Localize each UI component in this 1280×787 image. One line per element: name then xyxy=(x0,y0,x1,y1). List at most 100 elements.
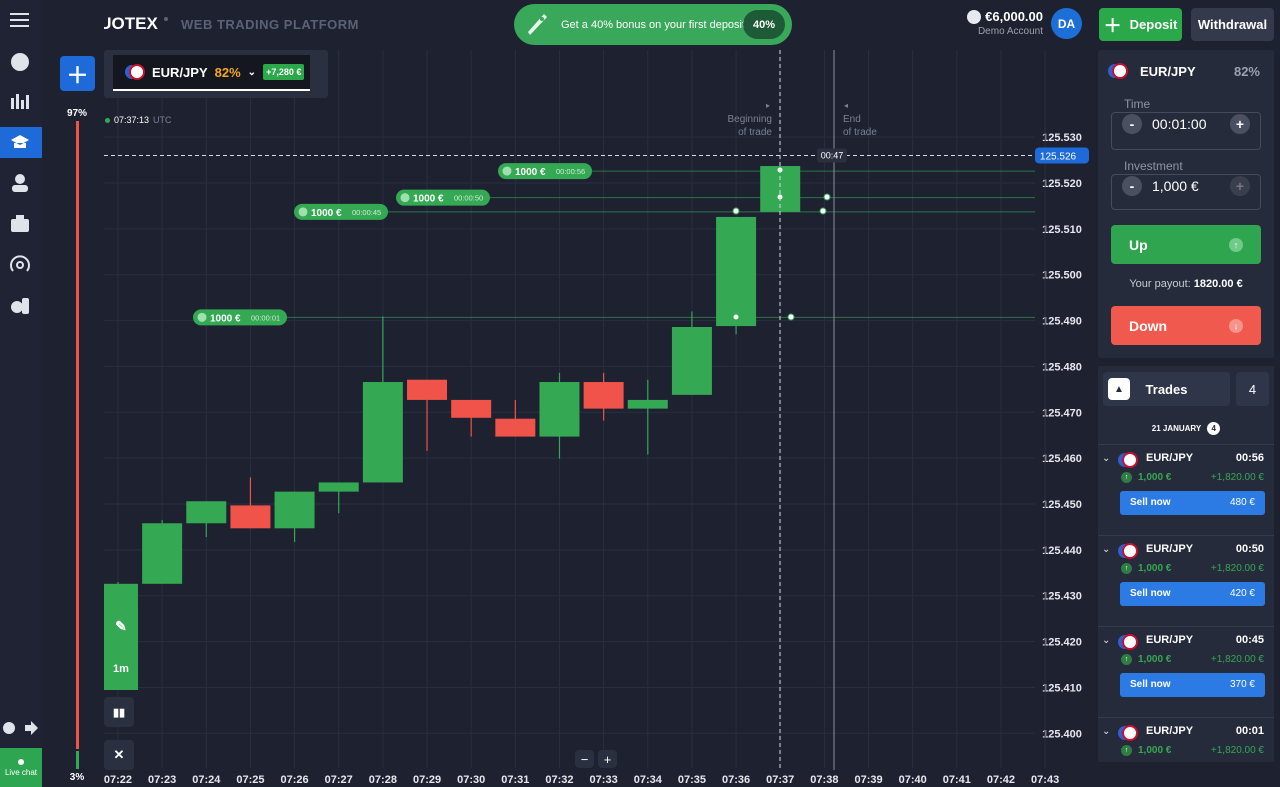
account-type: Demo Account xyxy=(977,26,1043,37)
investment-plus[interactable]: + xyxy=(1230,176,1250,196)
time-input[interactable] xyxy=(1111,112,1261,150)
zoom-in[interactable]: + xyxy=(598,750,617,768)
trade-amount: 1,000 € xyxy=(1138,654,1172,665)
time-value: 00:01:00 xyxy=(1152,116,1207,132)
market-icon[interactable] xyxy=(11,215,29,232)
x-tick-label: 07:23 xyxy=(148,774,176,786)
timer-badge xyxy=(817,148,847,163)
trade-flag xyxy=(1122,725,1138,741)
sell-label: Sell now xyxy=(1130,679,1171,690)
candle-body xyxy=(671,326,712,395)
bonus-banner[interactable]: Get a 40% bonus on your first deposit 40… xyxy=(514,4,792,45)
down-label: Down xyxy=(1129,317,1168,334)
x-tick-label: 07:34 xyxy=(634,774,663,786)
trade-point xyxy=(732,207,740,215)
y-tick-label: 125.520 xyxy=(1042,178,1082,190)
trade-time: 00:56 xyxy=(1235,452,1264,464)
logout-icon[interactable] xyxy=(25,721,38,735)
sentiment-down: 3% xyxy=(69,772,85,783)
candle-body xyxy=(583,382,624,409)
chart-icon[interactable] xyxy=(11,94,29,109)
y-tick-label: 125.450 xyxy=(1042,499,1082,511)
balance[interactable]: €6,000.00 Demo Account xyxy=(966,9,1043,37)
deposit-button[interactable]: ＋ Deposit xyxy=(1099,8,1182,41)
x-tick-label: 07:22 xyxy=(104,774,132,786)
panel-asset[interactable]: EUR/JPY xyxy=(1112,63,1196,79)
trade-amount: 1000 € xyxy=(515,167,546,178)
draw-tool[interactable]: ✎ xyxy=(115,617,127,634)
trade-amount: 1,000 € xyxy=(1138,745,1172,756)
investment-value: 1,000 € xyxy=(1152,178,1199,194)
sentiment-up: 97% xyxy=(66,108,87,119)
trade-up-icon: ↑ xyxy=(1121,654,1132,665)
sidebar: Live chat xyxy=(0,0,42,787)
help-icon[interactable] xyxy=(11,53,29,71)
clock-time: 07:37:13 xyxy=(114,115,150,125)
y-tick-label: 125.500 xyxy=(1042,270,1082,282)
trade-pill-icon xyxy=(197,312,207,322)
chart-type-button[interactable]: ▮▮ xyxy=(104,697,134,727)
x-tick-label: 07:36 xyxy=(722,774,750,786)
trade-amount: 1000 € xyxy=(311,208,342,219)
clock: 07:37:13 UTC xyxy=(105,115,172,125)
indicator-button[interactable]: ✕ xyxy=(104,740,134,770)
time-minus[interactable]: - xyxy=(1122,114,1142,134)
trade-pill xyxy=(193,309,287,326)
expand-arrow: ⌄ xyxy=(1102,635,1111,646)
timeframe-button[interactable]: 1m xyxy=(113,663,129,675)
trade-time: 00:45 xyxy=(1235,634,1264,646)
trade-item[interactable]: ⌄ EUR/JPY 00:50 ↑ 1,000 € +1,820.00 € Sell now… xyxy=(1098,535,1274,627)
sell-label: Sell now xyxy=(1130,497,1171,508)
trade-pill xyxy=(498,163,592,180)
add-asset-button[interactable]: ＋ xyxy=(60,56,95,91)
chart[interactable]: 125.400 125.410 125.420 125.430 125.440 125.4… xyxy=(42,0,1095,787)
candle-body xyxy=(716,216,757,327)
sell-button[interactable]: Sell now 480 € xyxy=(1120,491,1265,515)
up-button[interactable]: Up ↑ xyxy=(1111,225,1261,264)
sell-price: 370 € xyxy=(1229,679,1255,690)
trade-item[interactable]: ⌄ EUR/JPY 00:45 ↑ 1,000 € +1,820.00 € Sell now… xyxy=(1098,626,1274,718)
candle-body xyxy=(362,382,403,483)
sell-button[interactable]: Sell now 370 € xyxy=(1120,673,1265,697)
candle-body xyxy=(318,482,359,492)
y-tick-label: 125.410 xyxy=(1042,682,1082,694)
sentiment-bar-down xyxy=(76,751,79,769)
down-button[interactable]: Down ↓ xyxy=(1111,306,1261,345)
investment-minus[interactable]: - xyxy=(1122,176,1142,196)
sell-button[interactable]: Sell now 420 € xyxy=(1120,582,1265,606)
trade-profit: +1,820.00 € xyxy=(1210,745,1264,756)
divider-dot xyxy=(164,17,168,21)
time-plus[interactable]: + xyxy=(1230,114,1250,134)
end-label: End xyxy=(843,114,861,125)
signal-icon[interactable] xyxy=(10,255,30,272)
bonus-badge: 40% xyxy=(743,10,785,39)
investment-input[interactable] xyxy=(1111,174,1261,210)
panel-asset-name: EUR/JPY xyxy=(1140,63,1196,79)
candle-body xyxy=(627,399,668,409)
payout-label: Your payout: xyxy=(1129,278,1191,290)
withdrawal-button[interactable]: Withdrawal xyxy=(1191,8,1274,41)
timer-label: 00:47 xyxy=(821,150,844,160)
zoom-out[interactable]: − xyxy=(575,750,594,768)
trade-pill-icon xyxy=(502,166,512,176)
trade-pill-icon xyxy=(400,193,410,203)
live-chat[interactable]: Live chat xyxy=(0,748,42,787)
coins-icon[interactable] xyxy=(11,298,29,314)
trade-flag xyxy=(1122,543,1138,559)
asset-tab[interactable]: EUR/JPY 82% ⌄ +7,280 € xyxy=(113,55,310,91)
trade-item[interactable]: ⌄ EUR/JPY 00:01 ↑ 1,000 € +1,820.00 € xyxy=(1098,717,1274,762)
candle-body xyxy=(407,379,448,400)
sell-price: 420 € xyxy=(1229,588,1255,599)
x-tick-label: 07:29 xyxy=(413,774,441,786)
trade-amount: 1,000 € xyxy=(1138,563,1172,574)
trade-time: 00:00:50 xyxy=(454,194,483,203)
profile-icon[interactable] xyxy=(12,174,28,192)
settings-icon[interactable] xyxy=(3,722,15,734)
x-tick-label: 07:25 xyxy=(236,774,264,786)
avatar[interactable]: DA xyxy=(1051,8,1082,39)
menu-icon[interactable] xyxy=(10,13,29,27)
trade-item[interactable]: ⌄ EUR/JPY 00:56 ↑ 1,000 € +1,820.00 € Sell now… xyxy=(1098,444,1274,536)
payout-line: Your payout: 1820.00 € xyxy=(1098,278,1274,290)
x-tick-label: 07:30 xyxy=(457,774,485,786)
collapse-button[interactable]: ▲ xyxy=(1108,378,1130,400)
